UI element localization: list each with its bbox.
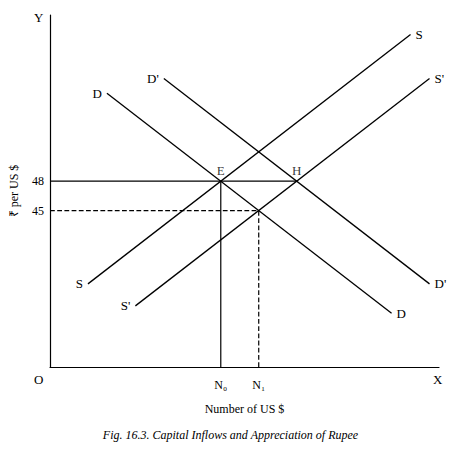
- svg-text:S': S': [435, 71, 445, 86]
- svg-text:H: H: [292, 163, 301, 178]
- svg-text:48: 48: [32, 174, 44, 188]
- svg-text:Number of US $: Number of US $: [205, 402, 285, 416]
- svg-text:D': D': [147, 71, 159, 86]
- svg-text:Fig. 16.3. Capital Inflows and: Fig. 16.3. Capital Inflows and Appreciat…: [102, 428, 359, 442]
- svg-text:S: S: [76, 276, 83, 291]
- svg-text:O: O: [34, 372, 43, 387]
- svg-text:S: S: [416, 27, 423, 42]
- svg-text:D': D': [435, 276, 447, 291]
- svg-text:N₀: N₀: [214, 378, 227, 392]
- svg-text:X: X: [433, 372, 443, 387]
- svg-text:E: E: [217, 163, 225, 178]
- svg-text:₹ per US $: ₹ per US $: [7, 165, 21, 218]
- svg-text:45: 45: [32, 204, 44, 218]
- svg-text:D: D: [397, 306, 406, 321]
- svg-text:N₁: N₁: [252, 378, 265, 392]
- svg-text:S': S': [121, 298, 131, 313]
- svg-text:D: D: [93, 86, 102, 101]
- svg-text:Y: Y: [34, 10, 44, 25]
